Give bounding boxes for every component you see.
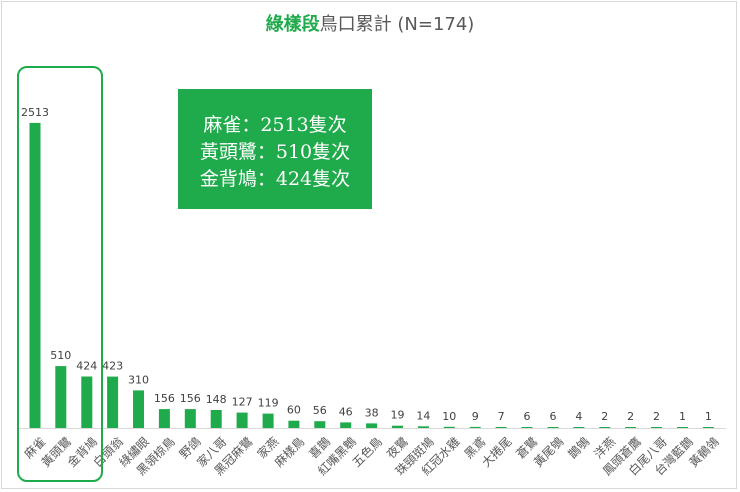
category-label-18: 大捲尾	[479, 434, 514, 469]
bar-3	[107, 376, 119, 428]
value-label-6: 156	[180, 392, 201, 405]
callout-line-3: 金背鳩：424隻次	[199, 168, 351, 190]
value-label-10: 60	[287, 404, 301, 417]
bar-21	[573, 427, 585, 428]
bar-0	[29, 122, 41, 429]
bar-16	[443, 426, 455, 428]
chart-title-rest: 鳥口累計 (N=174)	[319, 14, 475, 35]
value-label-0: 2513	[21, 106, 49, 119]
value-label-4: 310	[128, 373, 149, 386]
bar-2	[81, 376, 93, 428]
category-label-26: 黃鶺鴒	[686, 434, 721, 469]
value-label-20: 6	[550, 410, 557, 423]
bar-9	[262, 413, 274, 429]
value-label-3: 423	[102, 360, 123, 373]
value-label-9: 119	[258, 397, 279, 410]
bar-17	[469, 426, 481, 428]
bar-14	[392, 425, 403, 428]
category-label-21: 鵲鴝	[565, 434, 592, 461]
bar-12	[340, 422, 352, 428]
value-label-23: 2	[627, 410, 634, 423]
bar-1	[55, 366, 67, 428]
bar-13	[366, 423, 378, 428]
value-label-17: 9	[472, 410, 479, 423]
chart-title: 綠樣段鳥口累計 (N=174)	[0, 10, 740, 36]
top-three-callout: 麻雀：2513隻次 黃頭鷺：510隻次 金背鳩：424隻次	[178, 89, 372, 209]
bar-26	[702, 427, 714, 428]
bar-11	[314, 421, 326, 428]
value-label-11: 56	[313, 404, 327, 417]
value-label-2: 424	[76, 360, 97, 373]
bar-15	[417, 426, 429, 428]
category-label-20: 黃尾鴝	[531, 434, 566, 469]
value-label-13: 38	[365, 406, 379, 419]
top-three-highlight-box	[17, 66, 103, 482]
value-label-15: 14	[416, 409, 430, 422]
value-label-7: 148	[206, 393, 227, 406]
bar-8	[236, 412, 248, 428]
bar-20	[547, 427, 559, 428]
bar-10	[288, 420, 300, 428]
bar-7	[210, 410, 222, 428]
value-label-8: 127	[232, 396, 253, 409]
value-label-22: 2	[601, 410, 608, 423]
value-label-14: 19	[391, 409, 405, 422]
bar-25	[677, 427, 688, 428]
value-label-19: 6	[524, 410, 531, 423]
value-label-18: 7	[498, 410, 505, 423]
value-label-12: 46	[339, 405, 353, 418]
bar-5	[158, 409, 170, 428]
value-label-24: 2	[653, 410, 660, 423]
chart-title-accent: 綠樣段	[265, 14, 320, 35]
bar-19	[521, 427, 533, 428]
value-label-25: 1	[679, 410, 686, 423]
bar-4	[133, 390, 144, 428]
bar-23	[625, 427, 637, 428]
bar-18	[495, 427, 507, 428]
category-label-13: 五色鳥	[349, 434, 385, 470]
callout-line-2: 黃頭鷺：510隻次	[199, 141, 351, 163]
bar-6	[184, 409, 196, 428]
value-label-21: 4	[575, 410, 582, 423]
category-label-10: 麻樣鳥	[271, 434, 307, 470]
callout-line-1: 麻雀：2513隻次	[203, 114, 347, 136]
bar-22	[599, 427, 611, 428]
value-label-26: 1	[705, 410, 712, 423]
value-label-16: 10	[442, 410, 456, 423]
bar-24	[651, 427, 662, 428]
value-label-1: 510	[50, 349, 71, 362]
value-label-5: 156	[154, 392, 175, 405]
